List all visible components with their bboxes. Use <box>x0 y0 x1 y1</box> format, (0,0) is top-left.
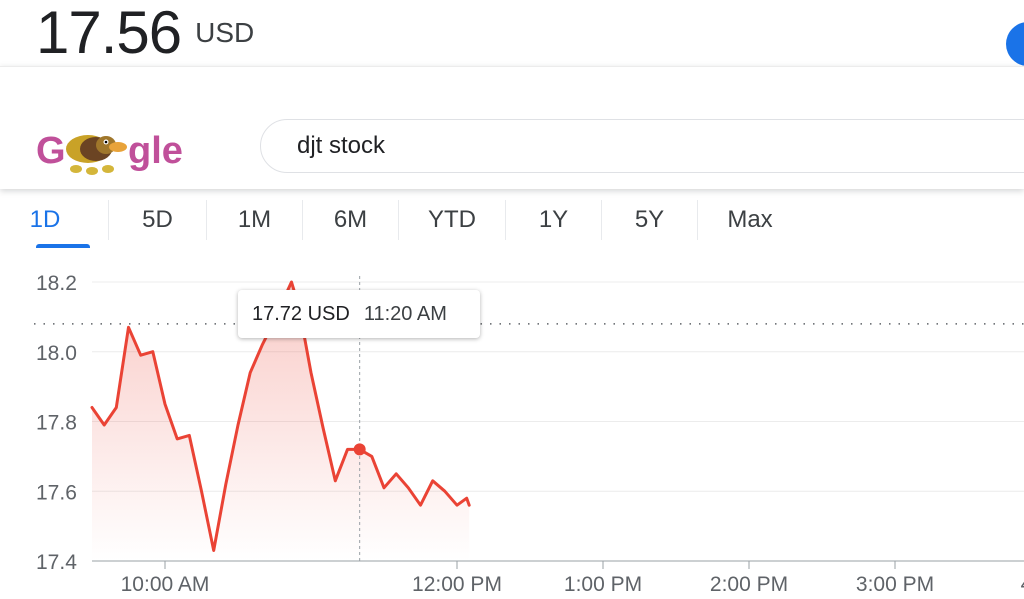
tab-1d[interactable]: 1D <box>0 192 108 248</box>
y-tick-label: 18.0 <box>36 342 77 365</box>
y-tick-label: 17.8 <box>36 412 77 435</box>
tooltip-time: 11:20 AM <box>363 302 447 325</box>
search-input[interactable] <box>295 131 899 161</box>
x-tick-label: 12:00 PM <box>412 573 502 596</box>
active-tab-indicator <box>36 244 90 248</box>
tab-max[interactable]: Max <box>698 192 802 248</box>
duck-icon <box>66 135 127 175</box>
tooltip-price: 17.72 USD <box>252 302 350 325</box>
tab-5d[interactable]: 5D <box>109 192 206 248</box>
tab-divider <box>206 200 207 240</box>
svg-text:G: G <box>36 130 66 172</box>
tab-5y[interactable]: 5Y <box>602 192 697 248</box>
x-tick-label: 10:00 AM <box>121 573 210 596</box>
chart-tooltip: 17.72 USD 11:20 AM <box>238 290 480 338</box>
y-tick-label: 17.4 <box>36 551 77 574</box>
price-header: 17.56 USD <box>36 0 254 66</box>
tab-divider <box>398 200 399 240</box>
x-tick-label: 2:00 PM <box>710 573 788 596</box>
tab-label: 1D <box>29 206 61 233</box>
google-doodle-logo[interactable]: G gle <box>36 127 188 177</box>
tab-label: YTD <box>428 206 476 233</box>
y-tick-label: 17.6 <box>36 481 77 504</box>
follow-button[interactable] <box>1006 22 1024 66</box>
x-tick-label: 1:00 PM <box>564 573 642 596</box>
tab-label: 5Y <box>634 206 665 233</box>
price-chart[interactable]: 18.2 18.0 17.8 17.6 17.4 10:00 AM 12:00 PM 1:00… <box>0 248 1024 599</box>
search-header: G gle <box>0 66 1024 189</box>
tab-label: 5D <box>142 206 173 233</box>
search-box[interactable] <box>260 119 1024 173</box>
x-tick-label: 4:00 <box>1021 573 1024 596</box>
svg-text:gle: gle <box>128 130 183 172</box>
x-tick-label: 3:00 PM <box>856 573 934 596</box>
price-chart-svg: 18.2 18.0 17.8 17.6 17.4 10:00 AM 12:00 PM 1:00… <box>34 272 1024 596</box>
tab-label: 1M <box>237 206 272 233</box>
tab-label: 6M <box>333 206 368 233</box>
tab-1m[interactable]: 1M <box>207 192 302 248</box>
tab-label: 1Y <box>538 206 569 233</box>
tab-ytd[interactable]: YTD <box>399 192 505 248</box>
price-line <box>90 280 471 552</box>
current-price: 17.56 <box>36 0 182 66</box>
tab-label: Max <box>727 206 773 233</box>
tab-divider <box>108 200 109 240</box>
tab-divider <box>505 200 506 240</box>
tab-divider <box>302 200 303 240</box>
y-tick-label: 18.2 <box>36 272 77 295</box>
tab-divider <box>601 200 602 240</box>
price-area-fill <box>92 282 470 561</box>
tab-divider <box>697 200 698 240</box>
tab-6m[interactable]: 6M <box>303 192 398 248</box>
tab-1y[interactable]: 1Y <box>506 192 601 248</box>
price-currency: USD <box>195 17 255 48</box>
selected-point <box>353 443 366 456</box>
range-tabs: 1D 5D 1M 6M YTD 1Y 5Y Max <box>0 192 1024 248</box>
